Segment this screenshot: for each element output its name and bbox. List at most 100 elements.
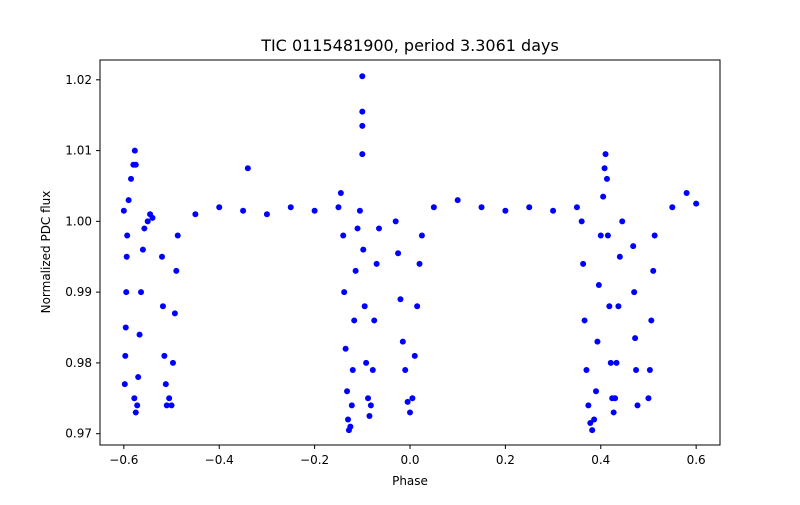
chart-title: TIC 0115481900, period 3.3061 days bbox=[260, 36, 559, 55]
x-tick-label: 0.0 bbox=[400, 453, 419, 467]
data-point bbox=[149, 214, 156, 221]
data-point bbox=[349, 366, 356, 373]
data-point bbox=[616, 253, 623, 260]
x-tick-label: −0.2 bbox=[300, 453, 329, 467]
data-point bbox=[502, 207, 509, 214]
data-point bbox=[342, 345, 349, 352]
data-point bbox=[399, 338, 406, 345]
data-point bbox=[630, 243, 637, 250]
data-point bbox=[593, 388, 599, 395]
data-point bbox=[632, 335, 639, 342]
data-point bbox=[123, 253, 130, 260]
data-point bbox=[136, 331, 143, 338]
data-point bbox=[348, 402, 355, 409]
data-point bbox=[369, 366, 376, 373]
data-point bbox=[366, 412, 373, 419]
data-point bbox=[648, 317, 655, 324]
data-point bbox=[131, 395, 138, 402]
data-point bbox=[650, 267, 657, 274]
data-point bbox=[573, 204, 580, 211]
data-point bbox=[600, 193, 607, 200]
data-point bbox=[606, 303, 613, 310]
data-point bbox=[174, 232, 181, 239]
data-point bbox=[341, 289, 348, 296]
data-point bbox=[631, 289, 638, 296]
data-point bbox=[356, 207, 363, 214]
data-point bbox=[645, 395, 652, 402]
data-point bbox=[603, 175, 610, 182]
y-tick-label: 1.01 bbox=[65, 144, 92, 158]
data-point bbox=[123, 289, 130, 296]
data-point bbox=[478, 204, 485, 211]
data-point bbox=[240, 207, 247, 214]
data-point bbox=[367, 402, 374, 409]
data-point bbox=[244, 165, 251, 172]
data-point bbox=[335, 204, 342, 211]
data-point bbox=[373, 260, 380, 267]
data-point bbox=[173, 267, 180, 274]
data-point bbox=[287, 204, 294, 211]
data-point bbox=[354, 225, 361, 232]
data-point bbox=[337, 190, 344, 197]
data-point bbox=[454, 197, 461, 204]
data-point bbox=[344, 388, 351, 395]
data-point bbox=[580, 260, 587, 267]
y-tick-label: 1.00 bbox=[65, 214, 92, 228]
x-tick-label: 0.6 bbox=[687, 453, 706, 467]
data-point bbox=[581, 317, 588, 324]
data-point bbox=[359, 151, 366, 158]
x-tick-label: 0.2 bbox=[496, 453, 515, 467]
data-point bbox=[612, 395, 619, 402]
data-point bbox=[169, 359, 176, 366]
data-point bbox=[166, 395, 173, 402]
data-point bbox=[120, 207, 127, 214]
data-point bbox=[347, 423, 354, 430]
x-tick-label: 0.4 bbox=[591, 453, 610, 467]
data-point bbox=[610, 409, 617, 416]
data-point bbox=[594, 338, 601, 345]
data-point bbox=[134, 402, 141, 409]
data-point bbox=[602, 151, 609, 158]
y-tick-label: 1.02 bbox=[65, 73, 92, 87]
data-point bbox=[578, 218, 585, 225]
data-point bbox=[352, 267, 359, 274]
data-point bbox=[162, 381, 169, 388]
data-point bbox=[693, 200, 700, 207]
data-point bbox=[144, 218, 151, 225]
data-point bbox=[633, 366, 640, 373]
data-point bbox=[683, 190, 690, 197]
data-point bbox=[607, 359, 614, 366]
y-tick-label: 0.99 bbox=[65, 285, 92, 299]
data-point bbox=[404, 398, 411, 405]
data-point bbox=[376, 225, 382, 232]
data-point bbox=[409, 395, 416, 402]
data-point bbox=[159, 303, 166, 310]
data-point bbox=[131, 147, 138, 154]
data-point bbox=[365, 395, 372, 402]
data-point bbox=[125, 197, 132, 204]
data-point bbox=[359, 108, 366, 115]
data-point bbox=[601, 165, 608, 172]
data-point bbox=[171, 310, 178, 317]
data-point bbox=[360, 246, 367, 253]
data-point bbox=[159, 253, 165, 260]
data-point bbox=[263, 211, 270, 218]
data-point bbox=[351, 317, 358, 324]
x-axis-ticks: −0.6 −0.4 −0.2 0.0 0.2 0.4 0.6 bbox=[109, 445, 706, 467]
data-point bbox=[526, 204, 533, 211]
y-axis-label: Normalized PDC flux bbox=[39, 191, 53, 314]
x-axis-label: Phase bbox=[392, 474, 428, 488]
data-point bbox=[416, 260, 423, 267]
data-point bbox=[395, 250, 402, 257]
data-point bbox=[122, 324, 129, 331]
data-point bbox=[634, 402, 641, 409]
data-point bbox=[216, 204, 223, 211]
data-point bbox=[124, 232, 131, 239]
data-point bbox=[128, 175, 134, 182]
data-point bbox=[163, 402, 170, 409]
data-point bbox=[615, 303, 622, 310]
data-point bbox=[122, 352, 129, 359]
